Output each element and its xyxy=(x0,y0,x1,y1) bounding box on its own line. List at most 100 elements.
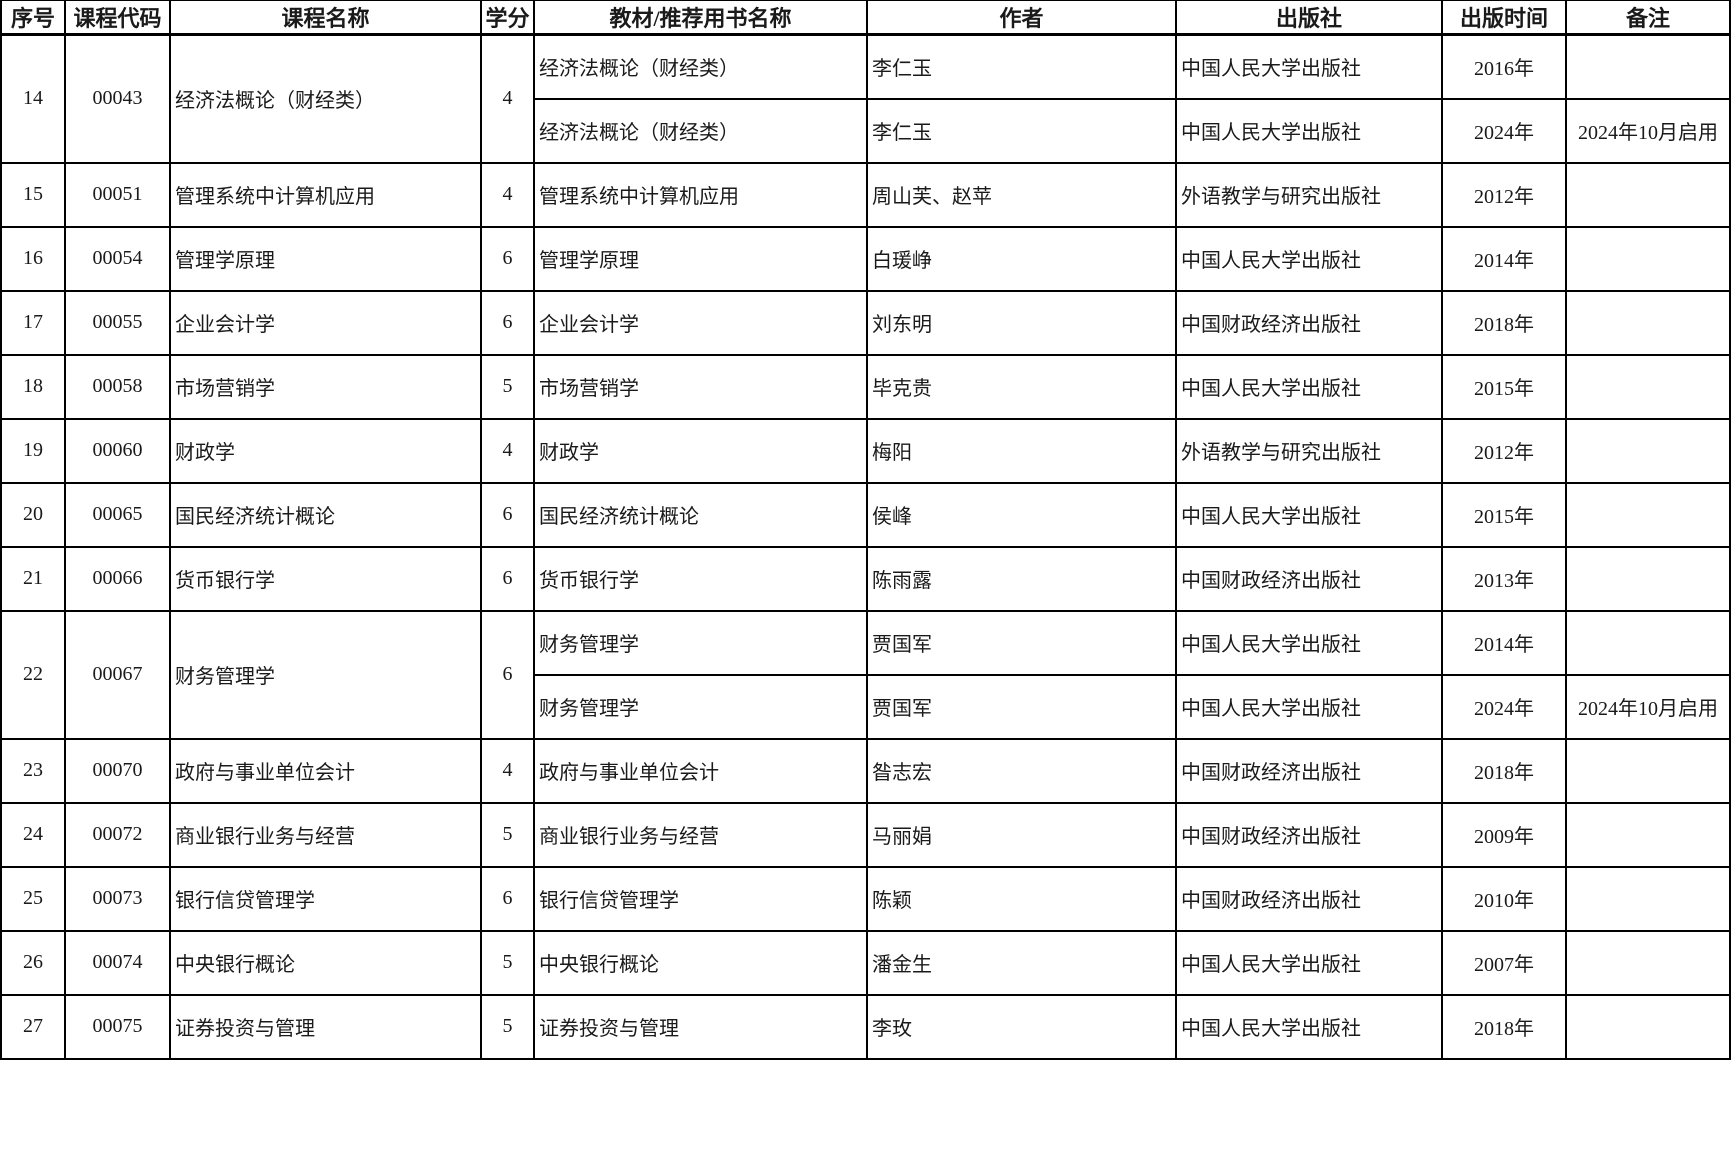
cell-no: 19 xyxy=(0,417,66,484)
cell-note: 2024年10月启用 xyxy=(1565,673,1731,740)
cell-year: 2007年 xyxy=(1441,929,1567,996)
cell-credits: 6 xyxy=(480,545,535,612)
cell-credits: 5 xyxy=(480,929,535,996)
cell-no: 26 xyxy=(0,929,66,996)
cell-credits: 4 xyxy=(480,737,535,804)
course-subrow: 财务管理学 贾国军 中国人民大学出版社 2024年 2024年10月启用 xyxy=(1,673,1731,740)
header-publisher: 出版社 xyxy=(1175,0,1443,36)
cell-book: 财政学 xyxy=(533,417,868,484)
course-subrow: 经济法概论（财经类） 李仁玉 中国人民大学出版社 2024年 2024年10月启用 xyxy=(1,97,1731,164)
cell-author: 刘东明 xyxy=(866,289,1177,356)
cell-book: 财务管理学 xyxy=(533,673,868,740)
cell-publisher: 中国人民大学出版社 xyxy=(1175,353,1443,420)
cell-credits: 4 xyxy=(480,33,535,164)
course-row: 27 00075 证券投资与管理 5 证券投资与管理 李玫 中国人民大学出版社 2018年 xyxy=(0,993,1731,1060)
cell-year: 2010年 xyxy=(1441,865,1567,932)
cell-credits: 5 xyxy=(480,993,535,1060)
cell-publisher: 中国财政经济出版社 xyxy=(1175,865,1443,932)
cell-year: 2012年 xyxy=(1441,161,1567,228)
header-author: 作者 xyxy=(866,0,1177,36)
cell-note xyxy=(1565,289,1731,356)
cell-author: 陈颖 xyxy=(866,865,1177,932)
course-row: 24 00072 商业银行业务与经营 5 商业银行业务与经营 马丽娟 中国财政经济出版社 20… xyxy=(0,801,1731,868)
table-body: 14 00043 经济法概论（财经类） 4 经济法概论（财经类） 李仁玉 中国人民大学出版社… xyxy=(0,33,1731,1060)
cell-author: 马丽娟 xyxy=(866,801,1177,868)
cell-code: 00055 xyxy=(64,289,171,356)
cell-code: 00066 xyxy=(64,545,171,612)
cell-publisher: 中国财政经济出版社 xyxy=(1175,801,1443,868)
cell-code: 00067 xyxy=(64,609,171,740)
cell-year: 2024年 xyxy=(1441,97,1567,164)
cell-note xyxy=(1565,801,1731,868)
cell-note xyxy=(1565,33,1731,100)
cell-publisher: 中国人民大学出版社 xyxy=(1175,481,1443,548)
cell-name: 证券投资与管理 xyxy=(169,993,482,1060)
cell-note xyxy=(1565,865,1731,932)
course-row: 20 00065 国民经济统计概论 6 国民经济统计概论 侯峰 中国人民大学出版社 2015年 xyxy=(0,481,1731,548)
cell-no: 16 xyxy=(0,225,66,292)
cell-no: 25 xyxy=(0,865,66,932)
cell-book: 管理系统中计算机应用 xyxy=(533,161,868,228)
cell-code: 00074 xyxy=(64,929,171,996)
cell-publisher: 外语教学与研究出版社 xyxy=(1175,417,1443,484)
cell-credits: 5 xyxy=(480,801,535,868)
course-row: 19 00060 财政学 4 财政学 梅阳 外语教学与研究出版社 2012年 xyxy=(0,417,1731,484)
cell-code: 00051 xyxy=(64,161,171,228)
cell-year: 2013年 xyxy=(1441,545,1567,612)
table-header-row: 序号 课程代码 课程名称 学分 教材/推荐用书名称 作者 出版社 出版时间 备注 xyxy=(0,0,1731,36)
cell-book: 财务管理学 xyxy=(533,609,868,676)
cell-book: 货币银行学 xyxy=(533,545,868,612)
cell-author: 侯峰 xyxy=(866,481,1177,548)
cell-year: 2018年 xyxy=(1441,289,1567,356)
cell-no: 14 xyxy=(0,33,66,164)
cell-note xyxy=(1565,225,1731,292)
course-row: 15 00051 管理系统中计算机应用 4 管理系统中计算机应用 周山芙、赵苹 外语教学与研… xyxy=(0,161,1731,228)
cell-credits: 6 xyxy=(480,865,535,932)
cell-publisher: 中国人民大学出版社 xyxy=(1175,993,1443,1060)
cell-no: 18 xyxy=(0,353,66,420)
course-row: 17 00055 企业会计学 6 企业会计学 刘东明 中国财政经济出版社 2018年 xyxy=(0,289,1731,356)
cell-note: 2024年10月启用 xyxy=(1565,97,1731,164)
course-textbook-table: 序号 课程代码 课程名称 学分 教材/推荐用书名称 作者 出版社 出版时间 备注… xyxy=(0,0,1731,1060)
course-row: 16 00054 管理学原理 6 管理学原理 白瑗峥 中国人民大学出版社 2014年 xyxy=(0,225,1731,292)
cell-no: 20 xyxy=(0,481,66,548)
course-row: 22 00067 财务管理学 6 财务管理学 贾国军 中国人民大学出版社 2014年 xyxy=(0,609,1731,740)
cell-name: 货币银行学 xyxy=(169,545,482,612)
cell-publisher: 外语教学与研究出版社 xyxy=(1175,161,1443,228)
course-row: 23 00070 政府与事业单位会计 4 政府与事业单位会计 昝志宏 中国财政经济出版社 20… xyxy=(0,737,1731,804)
header-name: 课程名称 xyxy=(169,0,482,36)
cell-code: 00043 xyxy=(64,33,171,164)
cell-no: 23 xyxy=(0,737,66,804)
cell-author: 昝志宏 xyxy=(866,737,1177,804)
cell-author: 李仁玉 xyxy=(866,33,1177,100)
cell-note xyxy=(1565,545,1731,612)
cell-credits: 6 xyxy=(480,225,535,292)
course-row: 21 00066 货币银行学 6 货币银行学 陈雨露 中国财政经济出版社 2013年 xyxy=(0,545,1731,612)
cell-note xyxy=(1565,417,1731,484)
header-book: 教材/推荐用书名称 xyxy=(533,0,868,36)
cell-no: 15 xyxy=(0,161,66,228)
cell-publisher: 中国人民大学出版社 xyxy=(1175,929,1443,996)
cell-book: 国民经济统计概论 xyxy=(533,481,868,548)
cell-book: 经济法概论（财经类） xyxy=(533,97,868,164)
cell-code: 00060 xyxy=(64,417,171,484)
cell-book: 商业银行业务与经营 xyxy=(533,801,868,868)
cell-name: 企业会计学 xyxy=(169,289,482,356)
cell-book: 政府与事业单位会计 xyxy=(533,737,868,804)
cell-note xyxy=(1565,481,1731,548)
cell-book: 经济法概论（财经类） xyxy=(533,33,868,100)
cell-credits: 4 xyxy=(480,417,535,484)
cell-code: 00065 xyxy=(64,481,171,548)
header-credits: 学分 xyxy=(480,0,535,36)
cell-credits: 6 xyxy=(480,289,535,356)
cell-author: 李玫 xyxy=(866,993,1177,1060)
cell-code: 00054 xyxy=(64,225,171,292)
cell-name: 管理系统中计算机应用 xyxy=(169,161,482,228)
course-textbook-document: 序号 课程代码 课程名称 学分 教材/推荐用书名称 作者 出版社 出版时间 备注… xyxy=(0,0,1731,1060)
cell-no: 22 xyxy=(0,609,66,740)
cell-note xyxy=(1565,161,1731,228)
cell-name: 管理学原理 xyxy=(169,225,482,292)
cell-credits: 4 xyxy=(480,161,535,228)
cell-code: 00072 xyxy=(64,801,171,868)
header-code: 课程代码 xyxy=(64,0,171,36)
